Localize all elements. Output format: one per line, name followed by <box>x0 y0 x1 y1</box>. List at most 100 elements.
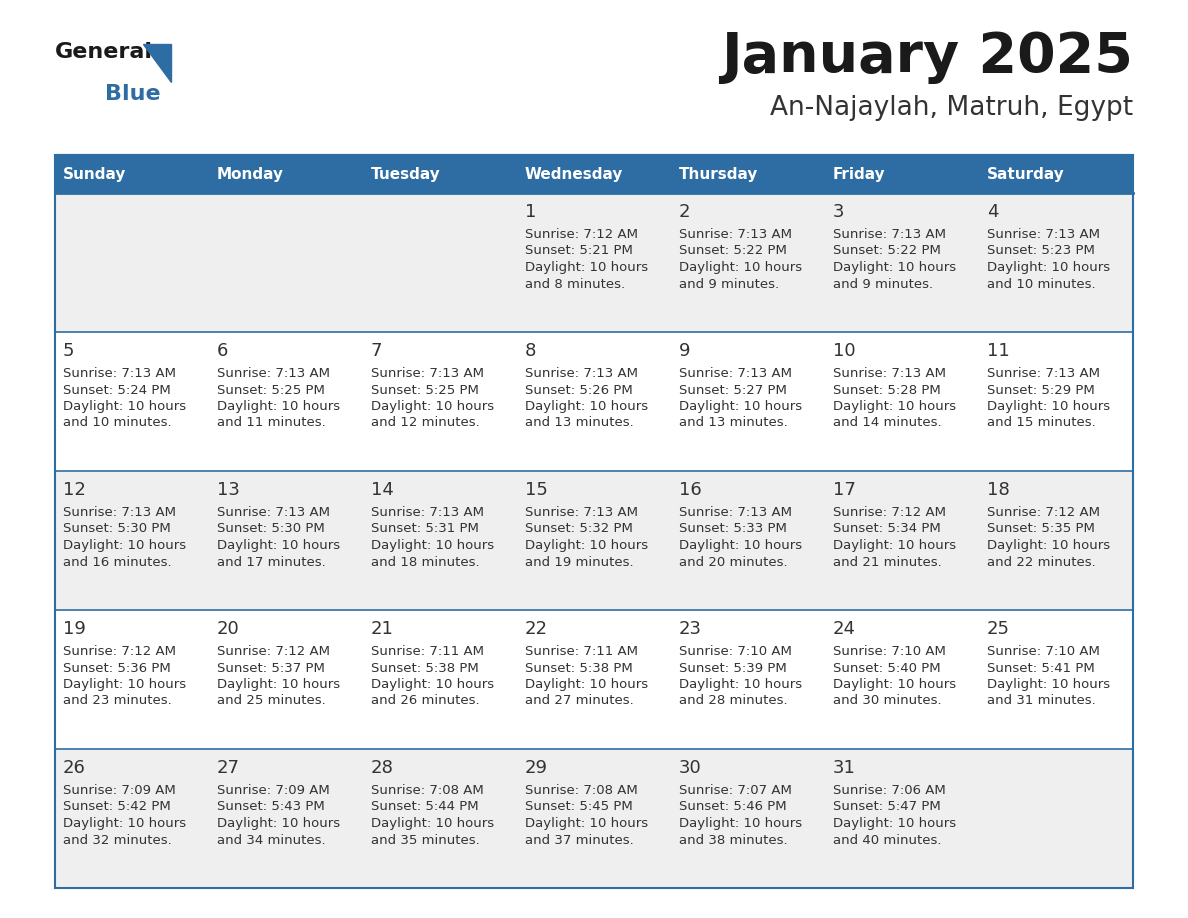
Text: Sunrise: 7:11 AM: Sunrise: 7:11 AM <box>525 645 638 658</box>
Text: Daylight: 10 hours: Daylight: 10 hours <box>680 261 802 274</box>
Text: 5: 5 <box>63 342 75 360</box>
Text: Sunset: 5:21 PM: Sunset: 5:21 PM <box>525 244 633 258</box>
Text: Daylight: 10 hours: Daylight: 10 hours <box>371 678 494 691</box>
Text: Sunrise: 7:10 AM: Sunrise: 7:10 AM <box>833 645 946 658</box>
Text: 27: 27 <box>217 759 240 777</box>
Text: Sunset: 5:35 PM: Sunset: 5:35 PM <box>987 522 1095 535</box>
Text: Daylight: 10 hours: Daylight: 10 hours <box>987 678 1110 691</box>
Text: Sunrise: 7:08 AM: Sunrise: 7:08 AM <box>371 784 484 797</box>
Polygon shape <box>143 44 171 82</box>
Text: Daylight: 10 hours: Daylight: 10 hours <box>63 400 187 413</box>
Text: and 25 minutes.: and 25 minutes. <box>217 695 326 708</box>
Text: Sunset: 5:36 PM: Sunset: 5:36 PM <box>63 662 171 675</box>
Text: and 10 minutes.: and 10 minutes. <box>63 417 171 430</box>
Text: Friday: Friday <box>833 166 885 182</box>
Text: Blue: Blue <box>105 84 160 104</box>
Text: and 13 minutes.: and 13 minutes. <box>680 417 788 430</box>
Text: Daylight: 10 hours: Daylight: 10 hours <box>525 400 649 413</box>
Text: An-Najaylah, Matruh, Egypt: An-Najaylah, Matruh, Egypt <box>770 95 1133 121</box>
Text: and 11 minutes.: and 11 minutes. <box>217 417 326 430</box>
Text: Daylight: 10 hours: Daylight: 10 hours <box>525 678 649 691</box>
Text: Daylight: 10 hours: Daylight: 10 hours <box>833 261 956 274</box>
Text: 7: 7 <box>371 342 383 360</box>
Bar <box>979 155 1133 193</box>
Text: and 12 minutes.: and 12 minutes. <box>371 417 480 430</box>
Text: 4: 4 <box>987 203 998 221</box>
Text: Daylight: 10 hours: Daylight: 10 hours <box>525 261 649 274</box>
Text: and 30 minutes.: and 30 minutes. <box>833 695 942 708</box>
Text: and 16 minutes.: and 16 minutes. <box>63 555 171 568</box>
Text: Sunrise: 7:13 AM: Sunrise: 7:13 AM <box>833 228 946 241</box>
Text: Sunset: 5:28 PM: Sunset: 5:28 PM <box>833 384 941 397</box>
Bar <box>364 155 517 193</box>
Text: Sunrise: 7:10 AM: Sunrise: 7:10 AM <box>680 645 792 658</box>
Text: and 14 minutes.: and 14 minutes. <box>833 417 942 430</box>
Bar <box>517 155 671 193</box>
Text: and 31 minutes.: and 31 minutes. <box>987 695 1095 708</box>
Text: Sunset: 5:30 PM: Sunset: 5:30 PM <box>63 522 171 535</box>
Text: Sunrise: 7:13 AM: Sunrise: 7:13 AM <box>680 506 792 519</box>
Text: Sunset: 5:38 PM: Sunset: 5:38 PM <box>525 662 633 675</box>
Text: Sunrise: 7:13 AM: Sunrise: 7:13 AM <box>371 506 484 519</box>
Text: Sunrise: 7:10 AM: Sunrise: 7:10 AM <box>987 645 1100 658</box>
Text: Wednesday: Wednesday <box>525 166 624 182</box>
Text: Sunrise: 7:13 AM: Sunrise: 7:13 AM <box>987 367 1100 380</box>
Bar <box>55 471 1133 610</box>
Text: Sunset: 5:34 PM: Sunset: 5:34 PM <box>833 522 941 535</box>
Text: Sunset: 5:30 PM: Sunset: 5:30 PM <box>217 522 324 535</box>
Text: Sunrise: 7:13 AM: Sunrise: 7:13 AM <box>63 506 176 519</box>
Text: and 9 minutes.: and 9 minutes. <box>680 277 779 290</box>
Text: and 34 minutes.: and 34 minutes. <box>217 834 326 846</box>
Text: Daylight: 10 hours: Daylight: 10 hours <box>63 539 187 552</box>
Text: and 10 minutes.: and 10 minutes. <box>987 277 1095 290</box>
Text: 11: 11 <box>987 342 1010 360</box>
Text: Sunrise: 7:09 AM: Sunrise: 7:09 AM <box>63 784 176 797</box>
Text: 28: 28 <box>371 759 394 777</box>
Text: Daylight: 10 hours: Daylight: 10 hours <box>63 817 187 830</box>
Text: Sunset: 5:38 PM: Sunset: 5:38 PM <box>371 662 479 675</box>
Text: and 19 minutes.: and 19 minutes. <box>525 555 633 568</box>
Text: Daylight: 10 hours: Daylight: 10 hours <box>680 817 802 830</box>
Text: 20: 20 <box>217 620 240 638</box>
Text: 9: 9 <box>680 342 690 360</box>
Text: Sunset: 5:24 PM: Sunset: 5:24 PM <box>63 384 171 397</box>
Text: 29: 29 <box>525 759 548 777</box>
Text: Sunrise: 7:12 AM: Sunrise: 7:12 AM <box>833 506 946 519</box>
Text: 31: 31 <box>833 759 855 777</box>
Text: Sunrise: 7:12 AM: Sunrise: 7:12 AM <box>63 645 176 658</box>
Text: Daylight: 10 hours: Daylight: 10 hours <box>525 539 649 552</box>
Text: Sunrise: 7:13 AM: Sunrise: 7:13 AM <box>63 367 176 380</box>
Text: Sunrise: 7:08 AM: Sunrise: 7:08 AM <box>525 784 638 797</box>
Text: and 40 minutes.: and 40 minutes. <box>833 834 942 846</box>
Text: Daylight: 10 hours: Daylight: 10 hours <box>371 539 494 552</box>
Text: Sunset: 5:47 PM: Sunset: 5:47 PM <box>833 800 941 813</box>
Text: Sunset: 5:31 PM: Sunset: 5:31 PM <box>371 522 479 535</box>
Text: and 9 minutes.: and 9 minutes. <box>833 277 933 290</box>
Text: Daylight: 10 hours: Daylight: 10 hours <box>833 539 956 552</box>
Text: Sunrise: 7:13 AM: Sunrise: 7:13 AM <box>217 367 330 380</box>
Text: 16: 16 <box>680 481 702 499</box>
Text: Daylight: 10 hours: Daylight: 10 hours <box>525 817 649 830</box>
Text: Sunrise: 7:11 AM: Sunrise: 7:11 AM <box>371 645 484 658</box>
Text: 15: 15 <box>525 481 548 499</box>
Text: 12: 12 <box>63 481 86 499</box>
Text: and 22 minutes.: and 22 minutes. <box>987 555 1095 568</box>
Bar <box>824 155 979 193</box>
Text: 19: 19 <box>63 620 86 638</box>
Text: 21: 21 <box>371 620 394 638</box>
Text: 25: 25 <box>987 620 1010 638</box>
Text: Daylight: 10 hours: Daylight: 10 hours <box>371 817 494 830</box>
Text: Daylight: 10 hours: Daylight: 10 hours <box>217 817 340 830</box>
Text: Sunset: 5:27 PM: Sunset: 5:27 PM <box>680 384 786 397</box>
Text: Sunday: Sunday <box>63 166 126 182</box>
Text: and 23 minutes.: and 23 minutes. <box>63 695 172 708</box>
Text: Daylight: 10 hours: Daylight: 10 hours <box>63 678 187 691</box>
Text: 13: 13 <box>217 481 240 499</box>
Bar <box>55 610 1133 749</box>
Text: Daylight: 10 hours: Daylight: 10 hours <box>833 678 956 691</box>
Text: Sunset: 5:33 PM: Sunset: 5:33 PM <box>680 522 786 535</box>
Text: Sunset: 5:29 PM: Sunset: 5:29 PM <box>987 384 1095 397</box>
Text: Tuesday: Tuesday <box>371 166 441 182</box>
Text: Sunset: 5:37 PM: Sunset: 5:37 PM <box>217 662 324 675</box>
Bar <box>671 155 824 193</box>
